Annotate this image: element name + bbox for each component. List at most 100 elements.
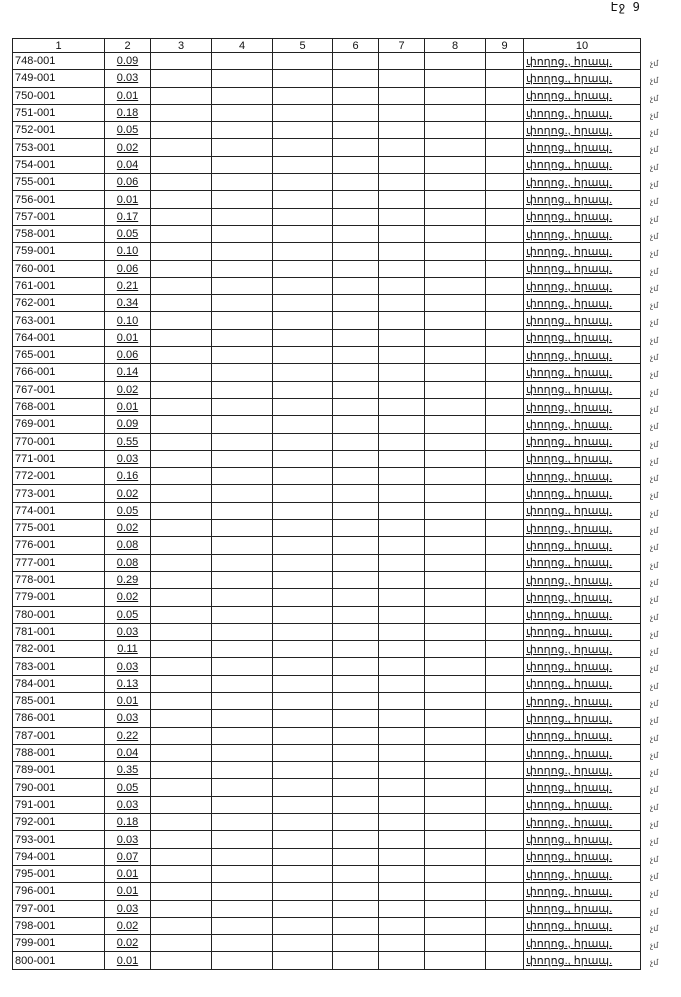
empty-cell xyxy=(485,813,524,832)
empty-cell xyxy=(332,397,379,417)
area-value: 0.03 xyxy=(104,622,151,642)
margin-mark: չմ xyxy=(650,128,659,138)
empty-cell xyxy=(485,397,524,417)
margin-mark: չմ xyxy=(650,560,659,570)
empty-cell xyxy=(332,588,379,607)
empty-cell xyxy=(332,899,379,918)
empty-cell xyxy=(378,795,425,815)
empty-cell xyxy=(211,51,273,71)
empty-cell xyxy=(378,536,425,555)
empty-cell xyxy=(211,432,273,451)
empty-cell xyxy=(485,51,524,71)
empty-cell xyxy=(150,570,212,590)
empty-cell xyxy=(424,778,486,797)
parcel-code: 796-001 xyxy=(12,882,105,901)
empty-cell xyxy=(378,484,425,503)
empty-cell xyxy=(424,743,486,763)
empty-cell xyxy=(332,536,379,555)
empty-cell xyxy=(378,899,425,918)
empty-cell xyxy=(485,622,524,642)
empty-cell xyxy=(424,864,486,884)
empty-cell xyxy=(332,484,379,503)
empty-cell xyxy=(485,726,524,745)
parcel-code: 799-001 xyxy=(12,934,105,953)
empty-cell xyxy=(272,207,333,226)
column-header-8: 8 xyxy=(424,38,486,53)
empty-cell xyxy=(485,830,524,849)
empty-cell xyxy=(424,415,486,434)
empty-cell xyxy=(332,155,379,175)
margin-mark: չմ xyxy=(650,716,659,726)
empty-cell xyxy=(150,882,212,901)
table-row: 799-001 0.02 փողոց., հրապ. xyxy=(12,934,641,953)
land-use-note: փողոց., հրապ. xyxy=(523,934,641,953)
empty-cell xyxy=(150,691,212,711)
empty-cell xyxy=(378,882,425,901)
empty-cell xyxy=(272,640,333,659)
empty-cell xyxy=(485,415,524,434)
empty-cell xyxy=(378,864,425,884)
empty-cell xyxy=(424,588,486,607)
empty-cell xyxy=(485,570,524,590)
empty-cell xyxy=(272,121,333,140)
empty-cell xyxy=(378,224,425,244)
land-use-note: փողոց., հրապ. xyxy=(523,951,641,970)
empty-cell xyxy=(272,173,333,192)
table-row: 788-001 0.04 փողոց., հրապ. xyxy=(12,743,641,763)
empty-cell xyxy=(378,726,425,745)
empty-cell xyxy=(150,553,212,572)
land-use-note: փողոց., հրապ. xyxy=(523,86,641,105)
area-value: 0.01 xyxy=(104,328,151,348)
area-value: 0.02 xyxy=(104,484,151,503)
empty-cell xyxy=(424,640,486,659)
empty-cell xyxy=(485,432,524,451)
empty-cell xyxy=(378,467,425,486)
parcel-code: 784-001 xyxy=(12,674,105,693)
empty-cell xyxy=(272,328,333,348)
empty-cell xyxy=(211,484,273,503)
empty-cell xyxy=(485,709,524,728)
empty-cell xyxy=(150,605,212,624)
parcel-code: 751-001 xyxy=(12,103,105,123)
area-value: 0.01 xyxy=(104,190,151,209)
empty-cell xyxy=(378,761,425,780)
empty-cell xyxy=(150,640,212,659)
table-row: 784-001 0.13 փողոց., հրապ. xyxy=(12,674,641,693)
empty-cell xyxy=(378,311,425,330)
empty-cell xyxy=(378,259,425,278)
empty-cell xyxy=(332,103,379,123)
empty-cell xyxy=(424,224,486,244)
empty-cell xyxy=(272,588,333,607)
empty-cell xyxy=(332,726,379,745)
area-value: 0.01 xyxy=(104,86,151,105)
area-value: 0.03 xyxy=(104,709,151,728)
empty-cell xyxy=(272,570,333,590)
empty-cell xyxy=(150,847,212,866)
empty-cell xyxy=(378,640,425,659)
column-header-2: 2 xyxy=(104,38,151,53)
empty-cell xyxy=(272,899,333,918)
empty-cell xyxy=(378,207,425,226)
empty-cell xyxy=(332,242,379,261)
table-body: 748-001 0.09 փողոց., հրապ. 749-001 0.03 փողոց… xyxy=(12,51,641,970)
margin-mark: չմ xyxy=(650,387,659,397)
area-value: 0.06 xyxy=(104,173,151,192)
empty-cell xyxy=(378,173,425,192)
empty-cell xyxy=(485,294,524,313)
parcel-code: 793-001 xyxy=(12,830,105,849)
parcel-code: 776-001 xyxy=(12,536,105,555)
land-use-note: փողոց., հրապ. xyxy=(523,294,641,313)
empty-cell xyxy=(211,709,273,728)
empty-cell xyxy=(272,622,333,642)
margin-mark: չմ xyxy=(650,404,659,414)
area-value: 0.03 xyxy=(104,830,151,849)
empty-cell xyxy=(272,138,333,157)
empty-cell xyxy=(211,501,273,521)
table-row: 781-001 0.03 փողոց., հրապ. xyxy=(12,622,641,642)
margin-mark: չմ xyxy=(650,871,659,881)
margin-mark: չմ xyxy=(650,474,659,484)
empty-cell xyxy=(424,674,486,693)
margin-mark: չմ xyxy=(650,491,659,501)
margin-mark: չմ xyxy=(650,526,659,536)
empty-cell xyxy=(378,934,425,953)
